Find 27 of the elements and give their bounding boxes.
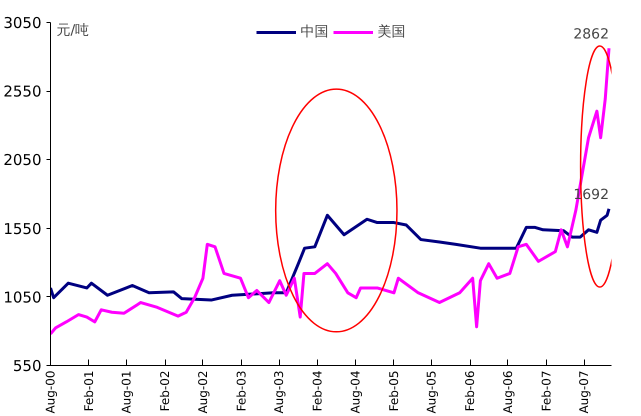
y-axis-title: 元/吨 [56, 22, 90, 38]
y-tick-label: 3050 [3, 14, 42, 32]
x-tick-label: Aug-07 [577, 370, 592, 414]
legend-label: 中国 [300, 23, 328, 41]
x-tick-label: Feb-07 [539, 370, 554, 412]
x-tick-label: Aug-00 [44, 370, 58, 414]
x-tick-label: Feb-06 [463, 370, 478, 412]
annotation: 2862 [573, 26, 610, 42]
line-series [50, 46, 610, 336]
x-tick-label: Aug-03 [272, 370, 286, 414]
y-tick-label: 2050 [3, 151, 42, 170]
x-tick-label: Feb-01 [82, 370, 96, 412]
legend-label: 美国 [378, 23, 406, 41]
y-tick-label: 2550 [3, 82, 42, 101]
y-tick-label: 550 [12, 357, 42, 375]
x-tick-label: Aug-02 [196, 370, 210, 414]
x-tick-label: Feb-02 [158, 370, 172, 412]
x-tick-label: Feb-04 [310, 370, 325, 412]
x-tick-label: Feb-05 [386, 370, 401, 412]
line-series [50, 207, 610, 302]
x-tick-label: Aug-05 [424, 370, 439, 414]
x-tick-label: Aug-04 [348, 370, 363, 414]
x-tick-label: Aug-06 [500, 370, 515, 414]
x-tick-label: Aug-01 [120, 370, 134, 414]
x-tick-label: Feb-03 [234, 370, 248, 412]
y-tick-label: 1050 [3, 288, 42, 306]
y-tick-label: 1550 [3, 220, 42, 238]
